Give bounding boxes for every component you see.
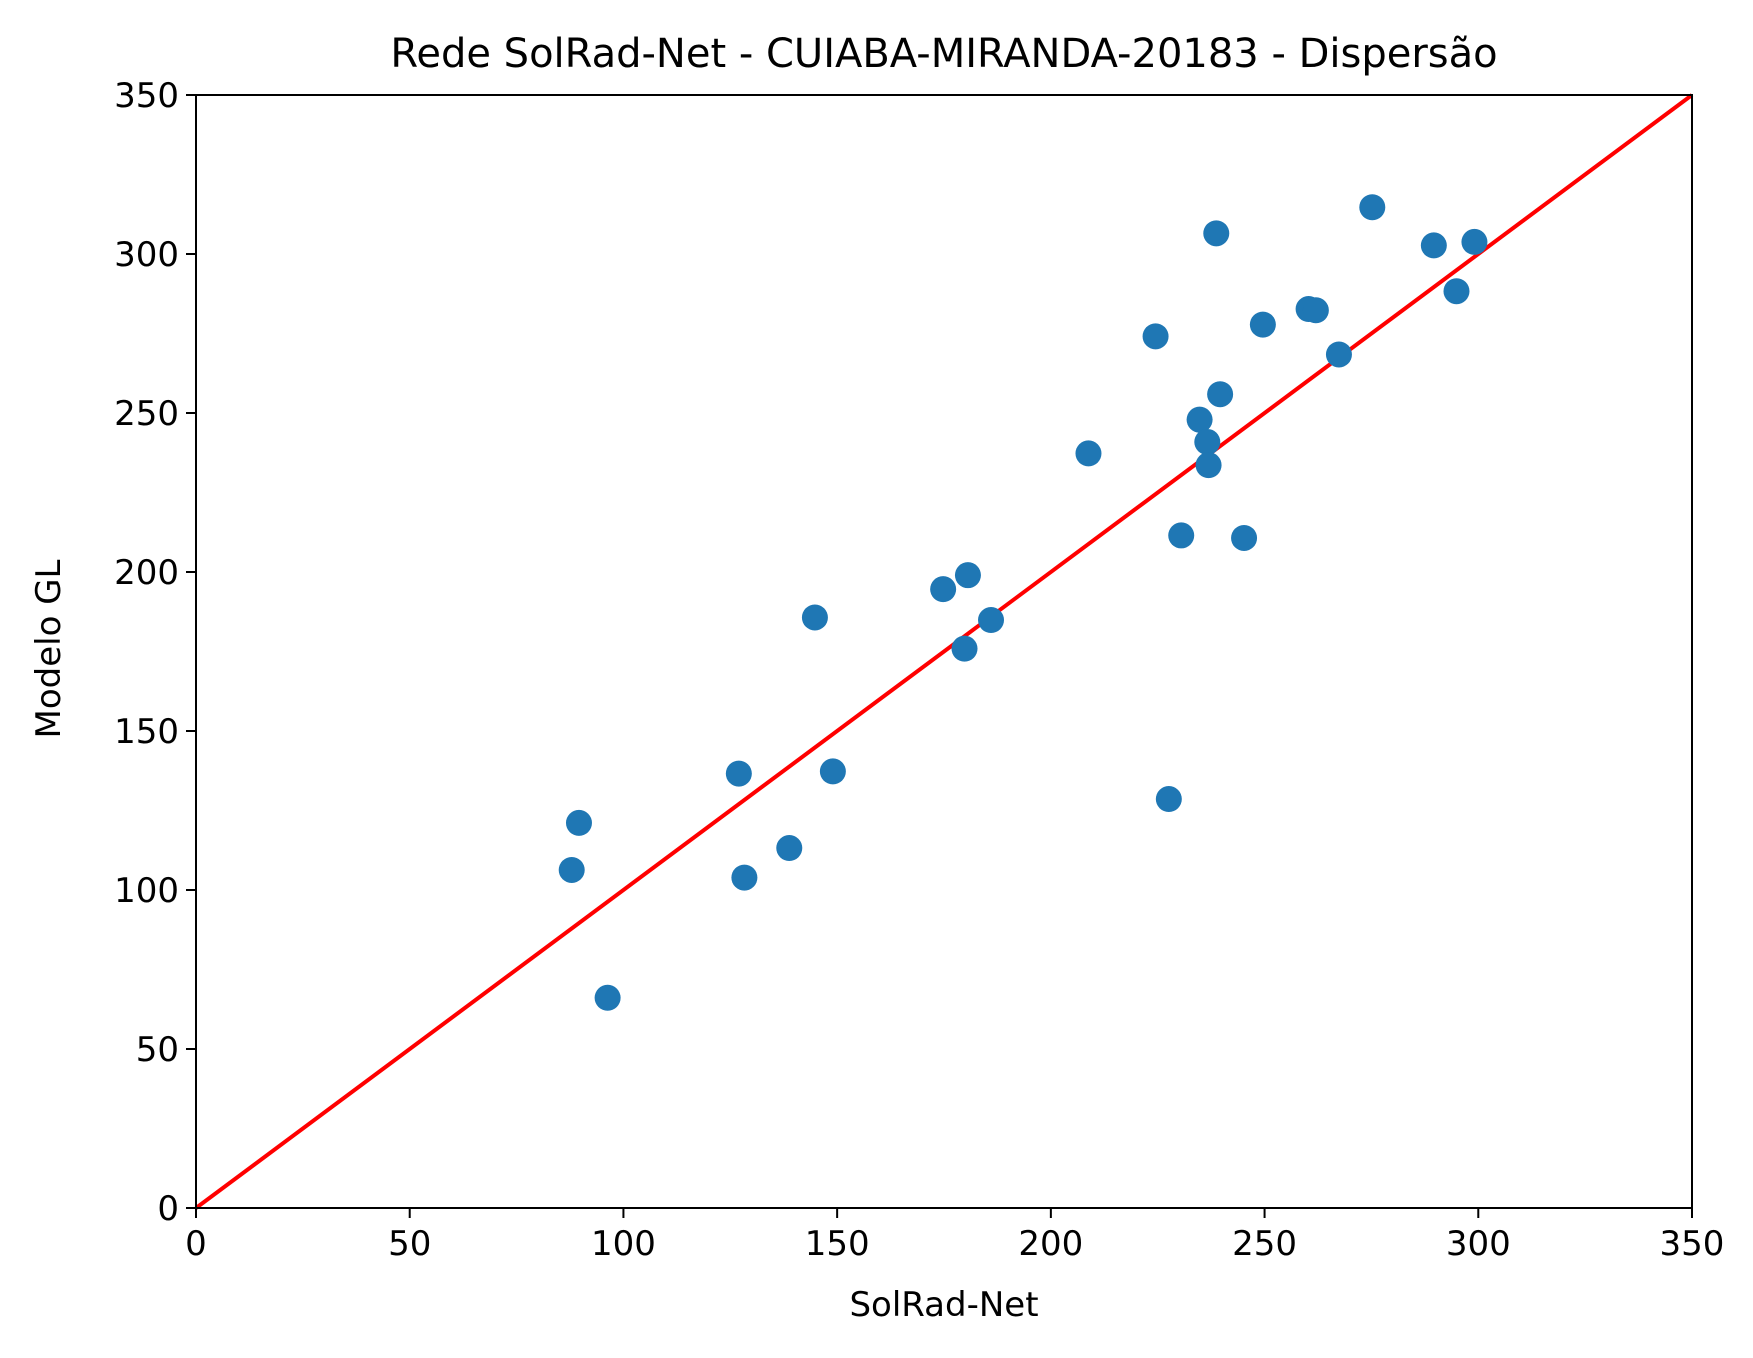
x-tick-label: 150: [805, 1224, 870, 1264]
data-point: [1155, 786, 1182, 813]
data-point: [558, 856, 585, 883]
data-point: [1075, 440, 1102, 467]
y-axis-ticks: 0 50 100 150 200 250 300 350: [114, 76, 196, 1229]
y-tick-label: 0: [157, 1189, 179, 1229]
data-point: [725, 760, 752, 787]
data-point: [801, 604, 828, 631]
y-tick-label: 350: [114, 76, 179, 116]
y-tick-label: 200: [114, 553, 179, 593]
data-point: [1186, 406, 1213, 433]
y-tick-label: 50: [136, 1030, 179, 1070]
data-point: [1203, 220, 1230, 247]
data-point: [1195, 452, 1222, 479]
data-point: [1249, 311, 1276, 338]
reference-line: [194, 93, 1694, 1210]
axes-layer: [195, 94, 1693, 1209]
y-tick-label: 250: [114, 394, 179, 434]
data-point: [819, 758, 846, 785]
x-tick-label: 50: [388, 1224, 431, 1264]
y-tick-label: 100: [114, 871, 179, 911]
y-tick-label: 150: [114, 712, 179, 752]
data-point: [954, 562, 981, 589]
data-point: [594, 984, 621, 1011]
data-point: [1420, 232, 1447, 259]
data-point: [1302, 297, 1329, 324]
reference-line-layer: [194, 93, 1694, 1210]
y-tick-label: 300: [114, 235, 179, 275]
x-tick-label: 100: [591, 1224, 656, 1264]
data-point: [1142, 323, 1169, 350]
chart-title: Rede SolRad-Net - CUIABA-MIRANDA-20183 -…: [390, 31, 1497, 77]
data-point: [1443, 278, 1470, 305]
y-axis-label: Modelo GL: [29, 559, 69, 738]
plot-frame: [195, 94, 1693, 1209]
x-axis-ticks: 0 50 100 150 200 250 300 350: [185, 1208, 1724, 1264]
data-point: [930, 576, 957, 603]
data-point: [1207, 381, 1234, 408]
x-tick-label: 200: [1018, 1224, 1083, 1264]
x-tick-label: 350: [1660, 1224, 1725, 1264]
x-tick-label: 0: [185, 1224, 207, 1264]
data-point: [1359, 194, 1386, 221]
data-point: [978, 607, 1005, 634]
data-point: [565, 809, 592, 836]
data-point: [731, 864, 758, 891]
data-point: [1461, 228, 1488, 255]
data-point: [776, 835, 803, 862]
x-tick-label: 250: [1232, 1224, 1297, 1264]
data-points-layer: [558, 194, 1488, 1011]
data-point: [1325, 341, 1352, 368]
data-point: [1168, 522, 1195, 549]
data-point: [1231, 524, 1258, 551]
x-axis-label: SolRad-Net: [849, 1285, 1038, 1325]
x-tick-label: 300: [1446, 1224, 1511, 1264]
data-point: [951, 635, 978, 662]
data-point: [1194, 428, 1221, 455]
